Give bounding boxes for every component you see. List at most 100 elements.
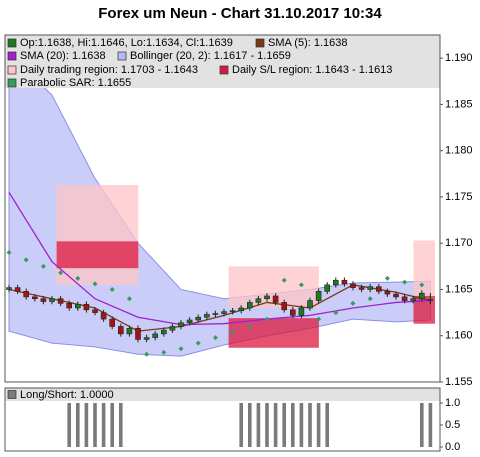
sar-dot [109,286,115,292]
y-tick-label: 1.155 [445,376,473,388]
legend-label: Daily S/L region: 1.1643 - 1.1613 [232,64,392,76]
sar-dot [419,282,425,288]
sar-dot [247,323,253,329]
candle-body [75,303,81,309]
sar-dot [264,316,270,322]
y-tick-label: 1.190 [445,52,473,64]
legend-box [5,35,440,88]
candle-body [418,292,425,300]
y-tick-label: 1.185 [445,98,473,110]
bar [93,403,97,447]
sar-dot [230,329,236,335]
legend-label: Long/Short: 1.0000 [20,389,114,401]
region [413,240,435,296]
sar-dot [281,277,287,283]
bar [248,403,252,447]
sar-dot [126,296,132,302]
legend-label: Op:1.1638, Hi:1.1646, Lo:1.1634, Cl:1.16… [20,37,233,49]
sub-plot-frame [4,387,441,452]
candle-body [169,326,176,331]
region [56,241,139,269]
bar [299,403,304,447]
y-tick-label: 1.180 [445,145,473,157]
y-tick-label: 1.160 [445,330,473,342]
candle-body [14,287,21,292]
bar [291,403,295,447]
bar [420,403,424,447]
bar [308,403,312,447]
legend-label: Parabolic SAR: 1.1655 [20,77,131,89]
candle-body [315,291,322,301]
legend-label: Bollinger (20, 2): 1.1617 - 1.1659 [130,50,291,62]
candle-body [212,313,219,315]
candle-body [229,310,236,313]
region [56,184,139,285]
candle-body [367,286,374,290]
y-tick-label: 1.165 [445,283,473,295]
y-tick-label: 0.5 [445,419,460,431]
candle-body [204,314,210,318]
bar [265,403,269,447]
candle-body [100,312,107,320]
chart-title: Forex um Neun - Chart 31.10.2017 10:34 [98,5,382,22]
candle-body [298,307,305,316]
candle-body [332,279,339,286]
sar-dot [178,346,184,352]
legend-swatch [7,51,17,61]
candle-body [186,319,193,324]
bar [119,403,123,447]
sar-dot [40,263,46,269]
sar-dot [58,270,64,276]
y-tick-label: 0.0 [445,441,460,453]
sar-dot [367,296,373,302]
plot-frame [4,34,441,383]
sar-dot [212,335,218,341]
bar [84,403,89,447]
candle-body [289,309,296,316]
legend-label: Daily trading region: 1.1703 - 1.1643 [20,64,198,76]
y-tick-label: 1.175 [445,191,473,203]
bar [67,403,71,447]
bar [256,403,261,447]
sar-dot [144,351,150,357]
candle-body [255,298,262,303]
candle-body [83,303,90,311]
candle-body [57,298,64,304]
y-tick-label: 1.0 [445,397,460,409]
candle-body [221,311,227,314]
legend-swatch [219,65,229,75]
candle-body [341,279,348,285]
legend-label: SMA (20): 1.1638 [20,50,106,62]
legend-swatch [7,78,17,88]
sar-dot [316,316,322,322]
bar [316,403,321,447]
candle-body [247,302,253,309]
candle-body [23,291,30,298]
candle-body [6,287,12,290]
candle-body [135,328,141,340]
bar [239,403,243,447]
candle-body [195,316,201,321]
candle-body [92,309,98,313]
candle-body [143,337,150,340]
candle-body [324,284,331,292]
legend-swatch [7,390,17,399]
candle-body [307,300,313,309]
candle-body [384,291,391,295]
legend-swatch [7,38,17,48]
sar-dot [75,275,81,281]
legend-swatch [255,38,265,48]
region [413,295,435,324]
region [228,318,319,348]
bar [273,403,278,447]
candle-body [161,329,167,335]
candle-body [31,296,38,300]
bar [101,403,106,447]
candle-body [238,307,244,312]
candle-body [281,302,288,311]
y-tick-label: 1.170 [445,237,473,249]
candle-body [118,326,124,335]
bar [76,403,80,447]
candle-body [66,303,72,309]
